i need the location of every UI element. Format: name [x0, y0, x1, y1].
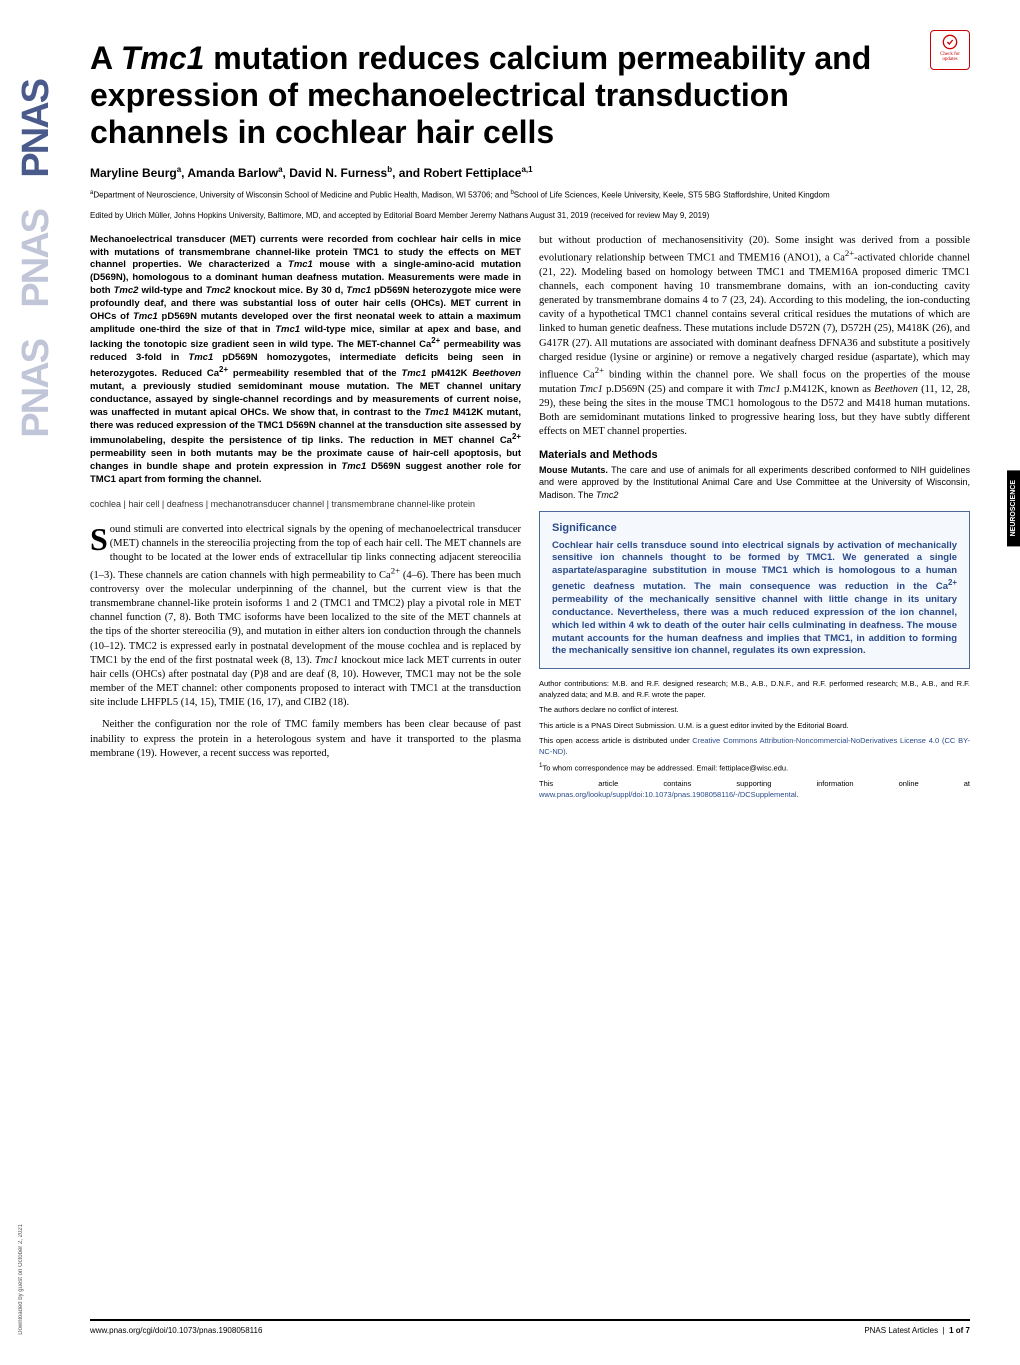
edited-by: Edited by Ulrich Müller, Johns Hopkins U… — [90, 211, 970, 221]
supporting-info: This article contains supporting informa… — [539, 779, 970, 800]
right-column: but without production of mechanosensiti… — [539, 234, 970, 805]
pnas-logo-text-light: PNAS — [15, 210, 58, 308]
neuroscience-tab: NEUROSCIENCE — [1007, 470, 1020, 546]
content-columns: Mechanoelectrical transducer (MET) curre… — [90, 234, 970, 805]
materials-methods-heading: Materials and Methods — [539, 449, 970, 461]
author-contributions: Author contributions: M.B. and R.F. desi… — [539, 679, 970, 700]
download-note: Downloaded by guest on October 2, 2021 — [18, 1224, 24, 1335]
license-statement: This open access article is distributed … — [539, 736, 970, 757]
submission-statement: This article is a PNAS Direct Submission… — [539, 721, 970, 732]
body-col2-paragraph-1: but without production of mechanosensiti… — [539, 234, 970, 439]
check-updates-label2: updates — [931, 57, 969, 62]
corresponding-author: 1To whom correspondence may be addressed… — [539, 762, 970, 774]
author-list: Maryline Beurga, Amanda Barlowa, David N… — [90, 165, 970, 180]
footer-doi: www.pnas.org/cgi/doi/10.1073/pnas.190805… — [90, 1326, 262, 1335]
check-updates-icon — [942, 34, 958, 50]
page-footer: www.pnas.org/cgi/doi/10.1073/pnas.190805… — [90, 1319, 970, 1335]
pnas-sidebar-logo: PNAS PNAS PNAS — [15, 80, 60, 880]
supporting-link[interactable]: www.pnas.org/lookup/suppl/doi:10.1073/pn… — [539, 790, 797, 799]
left-column: Mechanoelectrical transducer (MET) curre… — [90, 234, 521, 805]
materials-methods-body: Mouse Mutants. The care and use of anima… — [539, 464, 970, 500]
footer-page-info: PNAS Latest Articles | 1 of 7 — [864, 1326, 970, 1335]
article-title: A Tmc1 mutation reduces calcium permeabi… — [90, 40, 970, 150]
body-paragraph-2: Neither the configuration nor the role o… — [90, 718, 521, 761]
dropcap: S — [90, 523, 110, 553]
keywords: cochlea | hair cell | deafness | mechano… — [90, 499, 521, 509]
pnas-logo-text-light2: PNAS — [15, 340, 58, 438]
pnas-logo-text: PNAS — [15, 80, 58, 178]
affiliations: aDepartment of Neuroscience, University … — [90, 190, 970, 201]
check-updates-badge[interactable]: Check for updates — [930, 30, 970, 70]
significance-body: Cochlear hair cells transduce sound into… — [552, 540, 957, 658]
significance-box: Significance Cochlear hair cells transdu… — [539, 511, 970, 669]
body-paragraph-1: Sound stimuli are converted into electri… — [90, 523, 521, 711]
significance-title: Significance — [552, 522, 957, 534]
conflict-statement: The authors declare no conflict of inter… — [539, 705, 970, 716]
abstract: Mechanoelectrical transducer (MET) curre… — [90, 234, 521, 487]
